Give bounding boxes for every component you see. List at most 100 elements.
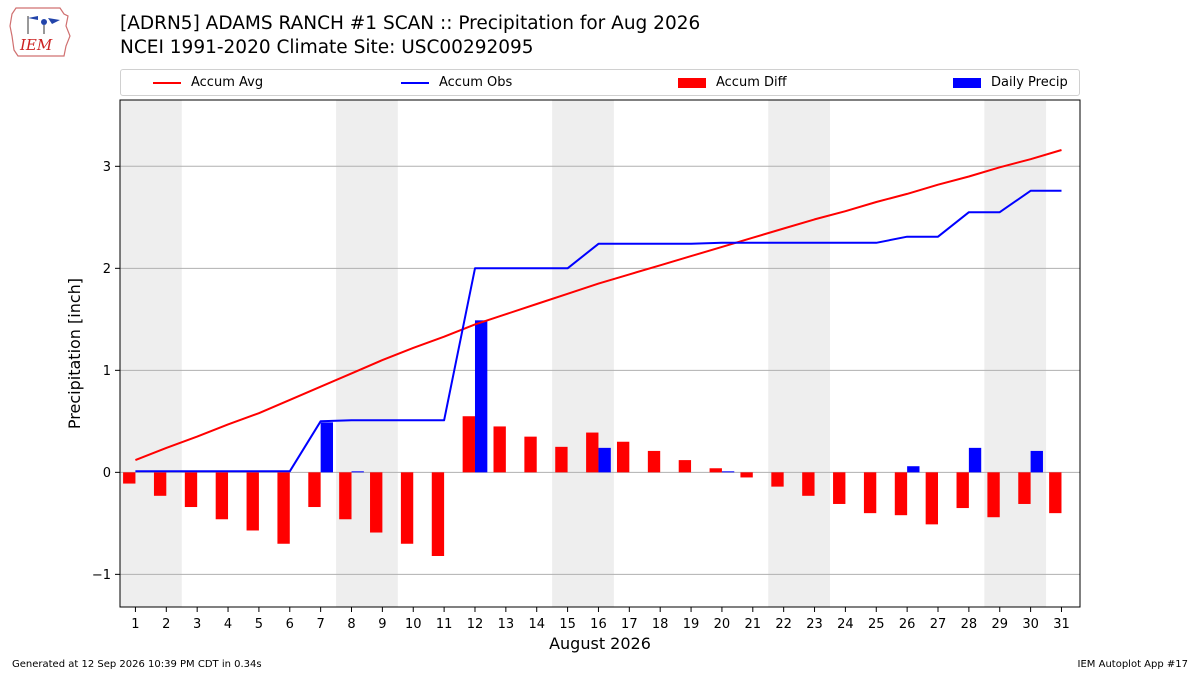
y-tick-label-0: 0 [103,466,111,481]
y-tick-label--1: −1 [92,568,111,583]
x-tick-label-28: 28 [961,617,978,632]
x-tick-label-11: 11 [436,617,453,632]
x-tick-label-18: 18 [652,617,669,632]
series-line-accum-avg [135,149,1062,462]
x-tick-label-7: 7 [317,617,325,632]
x-tick-label-30: 30 [1022,617,1039,632]
weekend-band-5 [984,100,1047,607]
diff-bar-day-16 [586,432,599,473]
diff-bar-day-25 [863,472,877,514]
diff-bar-day-19 [678,460,692,473]
diff-bar-day-18 [647,450,661,473]
y-axis-label: Precipitation [inch] [65,278,84,429]
bars [123,320,1062,556]
chart-title: [ADRN5] ADAMS RANCH #1 SCAN :: Precipita… [120,13,701,34]
x-tick-label-2: 2 [162,617,170,632]
legend-label-accum-avg: Accum Avg [191,75,264,90]
diff-bar-day-22 [771,472,784,487]
x-tick-label-3: 3 [193,617,201,632]
diff-bar-day-6 [277,472,290,544]
legend-item-daily-precip: Daily Precip [953,70,1068,95]
x-tick-label-13: 13 [498,617,515,632]
daily-precip-bar-day-8 [351,471,364,473]
legend-item-accum-avg: Accum Avg [153,70,263,95]
diff-bar-day-4 [215,472,229,520]
diff-bar-day-7 [308,472,321,508]
x-tick-label-23: 23 [806,617,823,632]
x-tick-label-15: 15 [559,617,576,632]
diff-bar-day-15 [555,446,568,473]
legend-label-accum-diff: Accum Diff [716,75,787,90]
diff-bar-day-24 [833,472,846,504]
diff-bar-day-20 [709,468,722,473]
x-tick-label-26: 26 [899,617,916,632]
daily-precip-bar-day-20 [721,471,735,473]
daily-precip-bar-day-26 [907,466,920,473]
diff-bar-day-10 [400,472,414,544]
chart-subtitle: NCEI 1991-2020 Climate Site: USC00292095 [120,37,534,58]
x-tick-label-22: 22 [775,617,792,632]
diff-bar-day-14 [524,436,537,473]
logo-text: IEM [19,36,53,54]
diff-bar-day-8 [339,472,352,520]
diff-bar-day-12 [462,416,475,473]
x-tick-label-5: 5 [255,617,263,632]
x-tick-label-25: 25 [868,617,885,632]
y-tick-label-3: 3 [103,160,111,175]
x-tick-label-8: 8 [347,617,355,632]
daily-precip-bar-day-12 [474,320,488,473]
x-axis-label: August 2026 [549,634,651,653]
x-tick-label-12: 12 [467,617,484,632]
diff-bar-day-5 [246,472,259,531]
legend-item-accum-obs: Accum Obs [401,70,512,95]
x-tick-label-10: 10 [405,617,422,632]
x-tick-label-6: 6 [286,617,294,632]
y-tick-label-1: 1 [103,364,111,379]
diff-bar-day-27 [925,472,939,525]
legend-swatch-daily-precip [953,77,981,88]
x-tick-label-4: 4 [224,617,232,632]
daily-precip-bar-day-28 [968,447,982,473]
legend: Accum Avg Accum Obs Accum Diff Daily Pre… [120,69,1080,96]
x-tick-label-14: 14 [528,617,545,632]
diff-bar-day-13 [493,426,506,473]
x-tick-label-9: 9 [378,617,386,632]
series-line-accum-obs [135,189,1062,473]
x-tick-label-16: 16 [590,617,607,632]
iem-logo: IEM [8,6,78,58]
diff-bar-day-29 [987,472,1000,518]
diff-bar-day-11 [431,472,445,556]
weekend-shading [120,100,1047,607]
x-tick-label-21: 21 [745,617,762,632]
diff-bar-day-9 [370,472,383,533]
legend-swatch-accum-obs [401,81,429,84]
weekend-band-4 [768,100,830,607]
weekend-band-1 [120,100,182,607]
x-tick-label-1: 1 [131,617,139,632]
lines [135,149,1062,473]
x-tick-label-29: 29 [991,617,1008,632]
daily-precip-bar-day-7 [320,422,333,473]
x-tick-label-31: 31 [1053,617,1070,632]
y-tick-label-2: 2 [103,262,111,277]
diff-bar-day-30 [1018,472,1031,504]
diff-bar-day-2 [153,472,167,496]
legend-label-accum-obs: Accum Obs [439,75,513,90]
app-footer: IEM Autoplot App #17 [1077,659,1188,670]
weekend-band-3 [552,100,614,607]
diff-bar-day-23 [802,472,815,496]
x-tick-label-27: 27 [930,617,947,632]
diff-bar-day-26 [894,472,908,516]
x-tick-label-19: 19 [683,617,700,632]
diff-bar-day-17 [616,441,630,473]
daily-precip-bar-day-16 [598,447,611,473]
weekend-band-2 [336,100,398,607]
generated-footer: Generated at 12 Sep 2026 10:39 PM CDT in… [12,659,262,670]
daily-precip-bar-day-30 [1030,450,1043,473]
legend-label-daily-precip: Daily Precip [991,75,1068,90]
legend-swatch-accum-diff [678,77,706,88]
diff-bar-day-3 [184,472,198,508]
x-tick-label-24: 24 [837,617,854,632]
